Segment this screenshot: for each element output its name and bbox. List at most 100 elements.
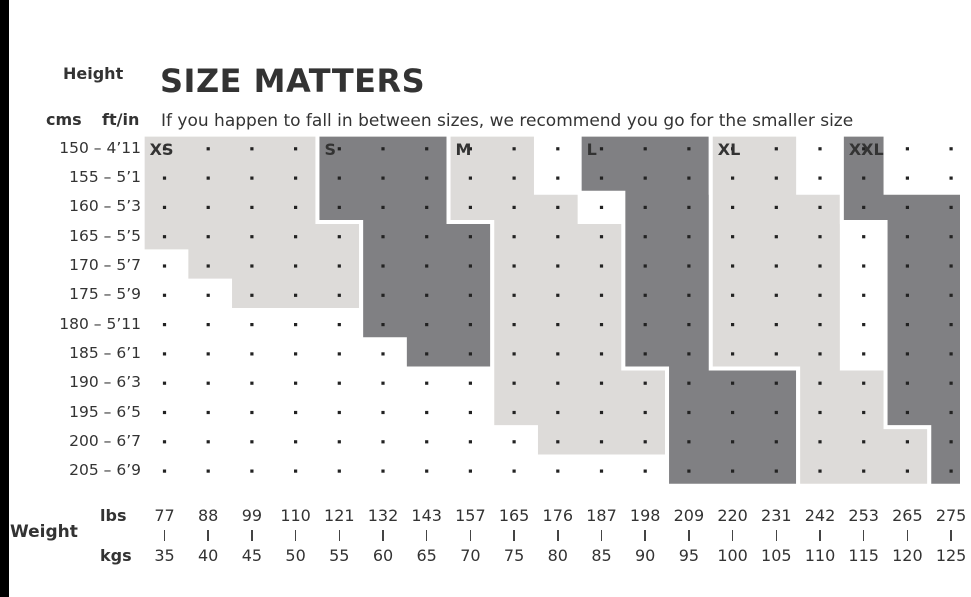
grid-dot — [774, 381, 778, 385]
grid-dot — [774, 235, 778, 239]
kgs-tick-label: 50 — [285, 546, 306, 565]
weight-tick — [775, 530, 778, 541]
weight-tick — [251, 530, 253, 541]
grid-dot — [556, 205, 560, 209]
grid-dot — [337, 147, 341, 151]
height-row-label: 175 – 5’9 — [69, 285, 141, 304]
weight-tick — [557, 530, 559, 541]
grid-dot — [643, 147, 647, 151]
height-row-label: 165 – 5’5 — [69, 226, 141, 245]
height-row-label: 170 – 5’7 — [69, 256, 141, 274]
grid-dot — [512, 440, 516, 444]
grid-dot — [599, 469, 604, 473]
grid-dot — [162, 323, 167, 327]
grid-dot — [206, 440, 210, 444]
size-label-m: M — [456, 140, 472, 159]
grid-dot — [818, 205, 822, 209]
grid-dot — [774, 410, 778, 415]
weight-tick — [338, 530, 341, 541]
lbs-tick-label: 77 — [154, 506, 175, 525]
lbs-tick-label: 176 — [542, 506, 574, 525]
size-region-xxl — [839, 132, 964, 488]
grid-dot — [250, 235, 254, 239]
grid-dot — [468, 205, 472, 209]
grid-dot — [512, 205, 516, 209]
grid-dot — [425, 469, 429, 473]
kgs-tick-label: 65 — [416, 546, 437, 565]
grid-dot — [643, 469, 647, 473]
grid-dot — [294, 293, 298, 297]
grid-dot — [162, 410, 167, 415]
kgs-tick-label: 75 — [503, 546, 525, 565]
grid-dot — [599, 205, 604, 209]
grid-dot — [643, 440, 647, 444]
kgs-tick-label: 60 — [372, 546, 394, 565]
weight-tick — [688, 530, 690, 541]
grid-dot — [949, 469, 953, 473]
lbs-tick-label: 187 — [586, 506, 617, 525]
grid-dot — [731, 264, 735, 268]
grid-dot — [250, 469, 254, 473]
grid-dot — [731, 293, 735, 297]
grid-dot — [381, 293, 385, 297]
grid-dot — [294, 352, 298, 356]
grid-dot — [556, 176, 560, 180]
grid-dot — [512, 323, 516, 327]
weight-tick — [469, 530, 472, 541]
grid-dot — [206, 323, 210, 327]
grid-dot — [731, 469, 735, 473]
lbs-tick-label: 275 — [935, 506, 967, 525]
grid-dot — [643, 323, 647, 327]
grid-dot — [949, 205, 953, 209]
grid-dot — [512, 176, 516, 180]
grid-dot — [556, 147, 560, 151]
size-label-xs: XS — [150, 140, 174, 159]
grid-dot — [599, 147, 604, 151]
grid-dot — [599, 323, 604, 327]
grid-dot — [862, 440, 866, 444]
grid-dot — [381, 147, 385, 151]
grid-dot — [294, 469, 298, 473]
grid-dot — [643, 205, 647, 209]
grid-dot — [337, 176, 341, 180]
grid-dot — [556, 469, 560, 473]
grid-dot — [468, 352, 472, 356]
grid-dot — [862, 410, 866, 415]
grid-dot — [905, 323, 909, 327]
grid-dot — [774, 323, 778, 327]
grid-dot — [949, 264, 953, 268]
size-label-l: L — [587, 140, 597, 159]
grid-dot — [905, 381, 909, 385]
weight-tick — [207, 530, 209, 541]
grid-dot — [774, 205, 778, 209]
grid-dot — [250, 410, 254, 415]
grid-dot — [905, 469, 909, 473]
grid-dot — [294, 205, 298, 209]
grid-dot — [206, 293, 210, 297]
grid-dot — [949, 147, 953, 151]
grid-dot — [643, 235, 647, 239]
grid-dot — [206, 176, 210, 180]
grid-dot — [425, 235, 429, 239]
height-axis-label: Height — [63, 64, 124, 83]
grid-dot — [294, 410, 298, 415]
grid-dot — [643, 352, 647, 356]
grid-dot — [425, 440, 429, 444]
grid-dot — [381, 264, 385, 268]
grid-dot — [468, 147, 472, 151]
lbs-tick-label: 198 — [629, 506, 661, 525]
grid-dot — [294, 235, 298, 239]
grid-dot — [206, 147, 210, 151]
height-row-label: 180 – 5’11 — [59, 314, 141, 333]
kgs-tick-label: 90 — [635, 546, 656, 565]
grid-dot — [643, 264, 647, 268]
grid-dot — [818, 440, 822, 444]
grid-dot — [162, 147, 167, 151]
grid-dot — [687, 264, 691, 268]
grid-dot — [905, 440, 909, 444]
kgs-tick-label: 85 — [591, 546, 612, 565]
grid-dot — [337, 235, 341, 239]
grid-dot — [162, 235, 167, 239]
grid-dot — [818, 410, 822, 415]
grid-dot — [818, 352, 822, 356]
